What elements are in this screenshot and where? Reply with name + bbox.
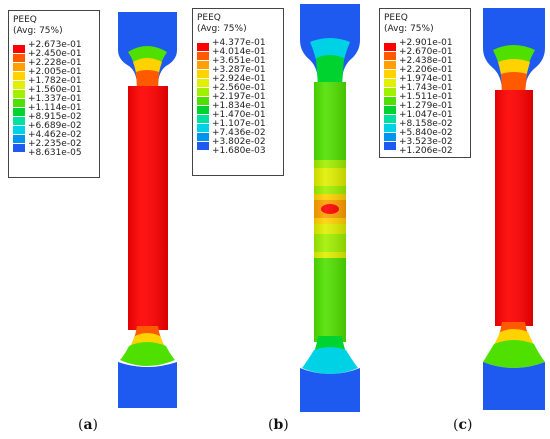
legend-c: PEEQ (Avg: 75%) +2.901e-01 +2.670e-01 +2.4…: [379, 8, 471, 158]
legend-value: +6.689e-02: [28, 121, 82, 131]
legend-value: +7.436e-02: [212, 128, 266, 138]
legend-swatch: [13, 108, 25, 116]
legend-swatch: [384, 61, 396, 69]
legend-title: PEEQ: [13, 15, 37, 25]
legend-value: +2.560e-01: [212, 83, 266, 93]
legend-value: +1.680e-03: [212, 146, 266, 156]
legend-swatch: [197, 133, 209, 141]
legend-value: +2.924e-01: [212, 74, 266, 84]
legend-swatch: [197, 142, 209, 150]
legend-swatch: [13, 81, 25, 89]
legend-swatch: [384, 97, 396, 105]
legend-value: +3.651e-01: [212, 56, 266, 66]
legend-swatch: [197, 52, 209, 60]
legend-swatch: [13, 117, 25, 125]
legend-swatch: [384, 124, 396, 132]
legend-subtitle: (Avg: 75%): [384, 24, 434, 34]
caption-a: (a): [78, 417, 99, 433]
caption-b: (b): [268, 417, 289, 433]
legend-swatch: [197, 61, 209, 69]
legend-value: +2.670e-01: [399, 47, 453, 57]
caption-c: (c): [453, 417, 473, 433]
legend-value: +2.228e-01: [28, 58, 82, 68]
legend-value: +1.511e-01: [399, 92, 453, 102]
legend-swatch: [197, 97, 209, 105]
specimen-b-contour: [300, 4, 360, 412]
legend-value: +3.287e-01: [212, 65, 266, 75]
legend-value: +3.802e-02: [212, 137, 266, 147]
legend-value: +4.462e-02: [28, 130, 82, 140]
legend-value: +8.915e-02: [28, 112, 82, 122]
legend-value: +8.158e-02: [399, 119, 453, 129]
legend-swatch: [197, 115, 209, 123]
legend-swatch: [13, 135, 25, 143]
legend-value: +1.560e-01: [28, 85, 82, 95]
legend-subtitle: (Avg: 75%): [13, 26, 63, 36]
legend-value: +1.834e-01: [212, 101, 266, 111]
legend-swatch: [197, 124, 209, 132]
legend-swatch: [197, 43, 209, 51]
legend-b: PEEQ (Avg: 75%) +4.377e-01 +4.014e-01 +3.6…: [192, 8, 284, 176]
legend-swatch: [384, 79, 396, 87]
legend-value: +1.782e-01: [28, 76, 82, 86]
legend-value: +1.974e-01: [399, 74, 453, 84]
legend-swatch: [13, 99, 25, 107]
specimen-c-contour: [483, 8, 545, 410]
legend-value: +2.450e-01: [28, 49, 82, 59]
legend-value: +4.014e-01: [212, 47, 266, 57]
legend-swatch: [384, 70, 396, 78]
legend-a: PEEQ (Avg: 75%) +2.673e-01 +2.450e-01 +2.2…: [8, 10, 100, 178]
legend-swatch: [384, 106, 396, 114]
legend-swatch: [13, 45, 25, 53]
legend-value: +1.047e-01: [399, 110, 453, 120]
legend-value: +1.279e-01: [399, 101, 453, 111]
legend-value: +2.901e-01: [399, 38, 453, 48]
legend-value: +2.005e-01: [28, 67, 82, 77]
legend-swatch: [13, 72, 25, 80]
legend-value: +2.197e-01: [212, 92, 266, 102]
legend-swatch: [384, 52, 396, 60]
legend-value: +1.337e-01: [28, 94, 82, 104]
legend-title: PEEQ: [384, 13, 408, 23]
legend-value: +1.470e-01: [212, 110, 266, 120]
legend-value: +1.114e-01: [28, 103, 82, 113]
legend-swatch: [197, 88, 209, 96]
legend-swatch: [13, 126, 25, 134]
legend-value: +2.673e-01: [28, 40, 82, 50]
legend-swatch: [197, 106, 209, 114]
legend-swatch: [384, 88, 396, 96]
specimen-c-bottom-grip: [483, 362, 545, 410]
legend-swatch: [13, 144, 25, 152]
legend-swatch: [197, 70, 209, 78]
legend-value: +1.206e-02: [399, 146, 453, 156]
legend-swatch: [384, 142, 396, 150]
legend-swatch: [384, 43, 396, 51]
legend-swatch: [13, 54, 25, 62]
legend-swatch: [384, 115, 396, 123]
legend-value: +1.107e-01: [212, 119, 266, 129]
specimen-b-bottom-grip: [300, 368, 360, 412]
legend-value: +4.377e-01: [212, 38, 266, 48]
panel-c: PEEQ (Avg: 75%) +2.901e-01 +2.670e-01 +2.4…: [375, 0, 550, 439]
legend-value: +2.438e-01: [399, 56, 453, 66]
legend-value: +2.206e-01: [399, 65, 453, 75]
legend-value: +3.523e-02: [399, 137, 453, 147]
panel-b: PEEQ (Avg: 75%) +4.377e-01 +4.014e-01 +3.6…: [190, 0, 375, 439]
legend-value: +1.743e-01: [399, 83, 453, 93]
legend-value: +2.235e-02: [28, 139, 82, 149]
legend-title: PEEQ: [197, 13, 221, 23]
legend-value: +5.840e-02: [399, 128, 453, 138]
legend-swatch: [384, 133, 396, 141]
legend-value: +8.631e-05: [28, 148, 82, 158]
legend-subtitle: (Avg: 75%): [197, 24, 247, 34]
specimen-a-bottom-grip: [118, 362, 177, 408]
legend-swatch: [13, 63, 25, 71]
legend-swatch: [13, 90, 25, 98]
specimen-a-contour: [118, 12, 177, 408]
legend-swatch: [197, 79, 209, 87]
panel-a: PEEQ (Avg: 75%) +2.673e-01 +2.450e-01 +2.2…: [0, 0, 185, 439]
